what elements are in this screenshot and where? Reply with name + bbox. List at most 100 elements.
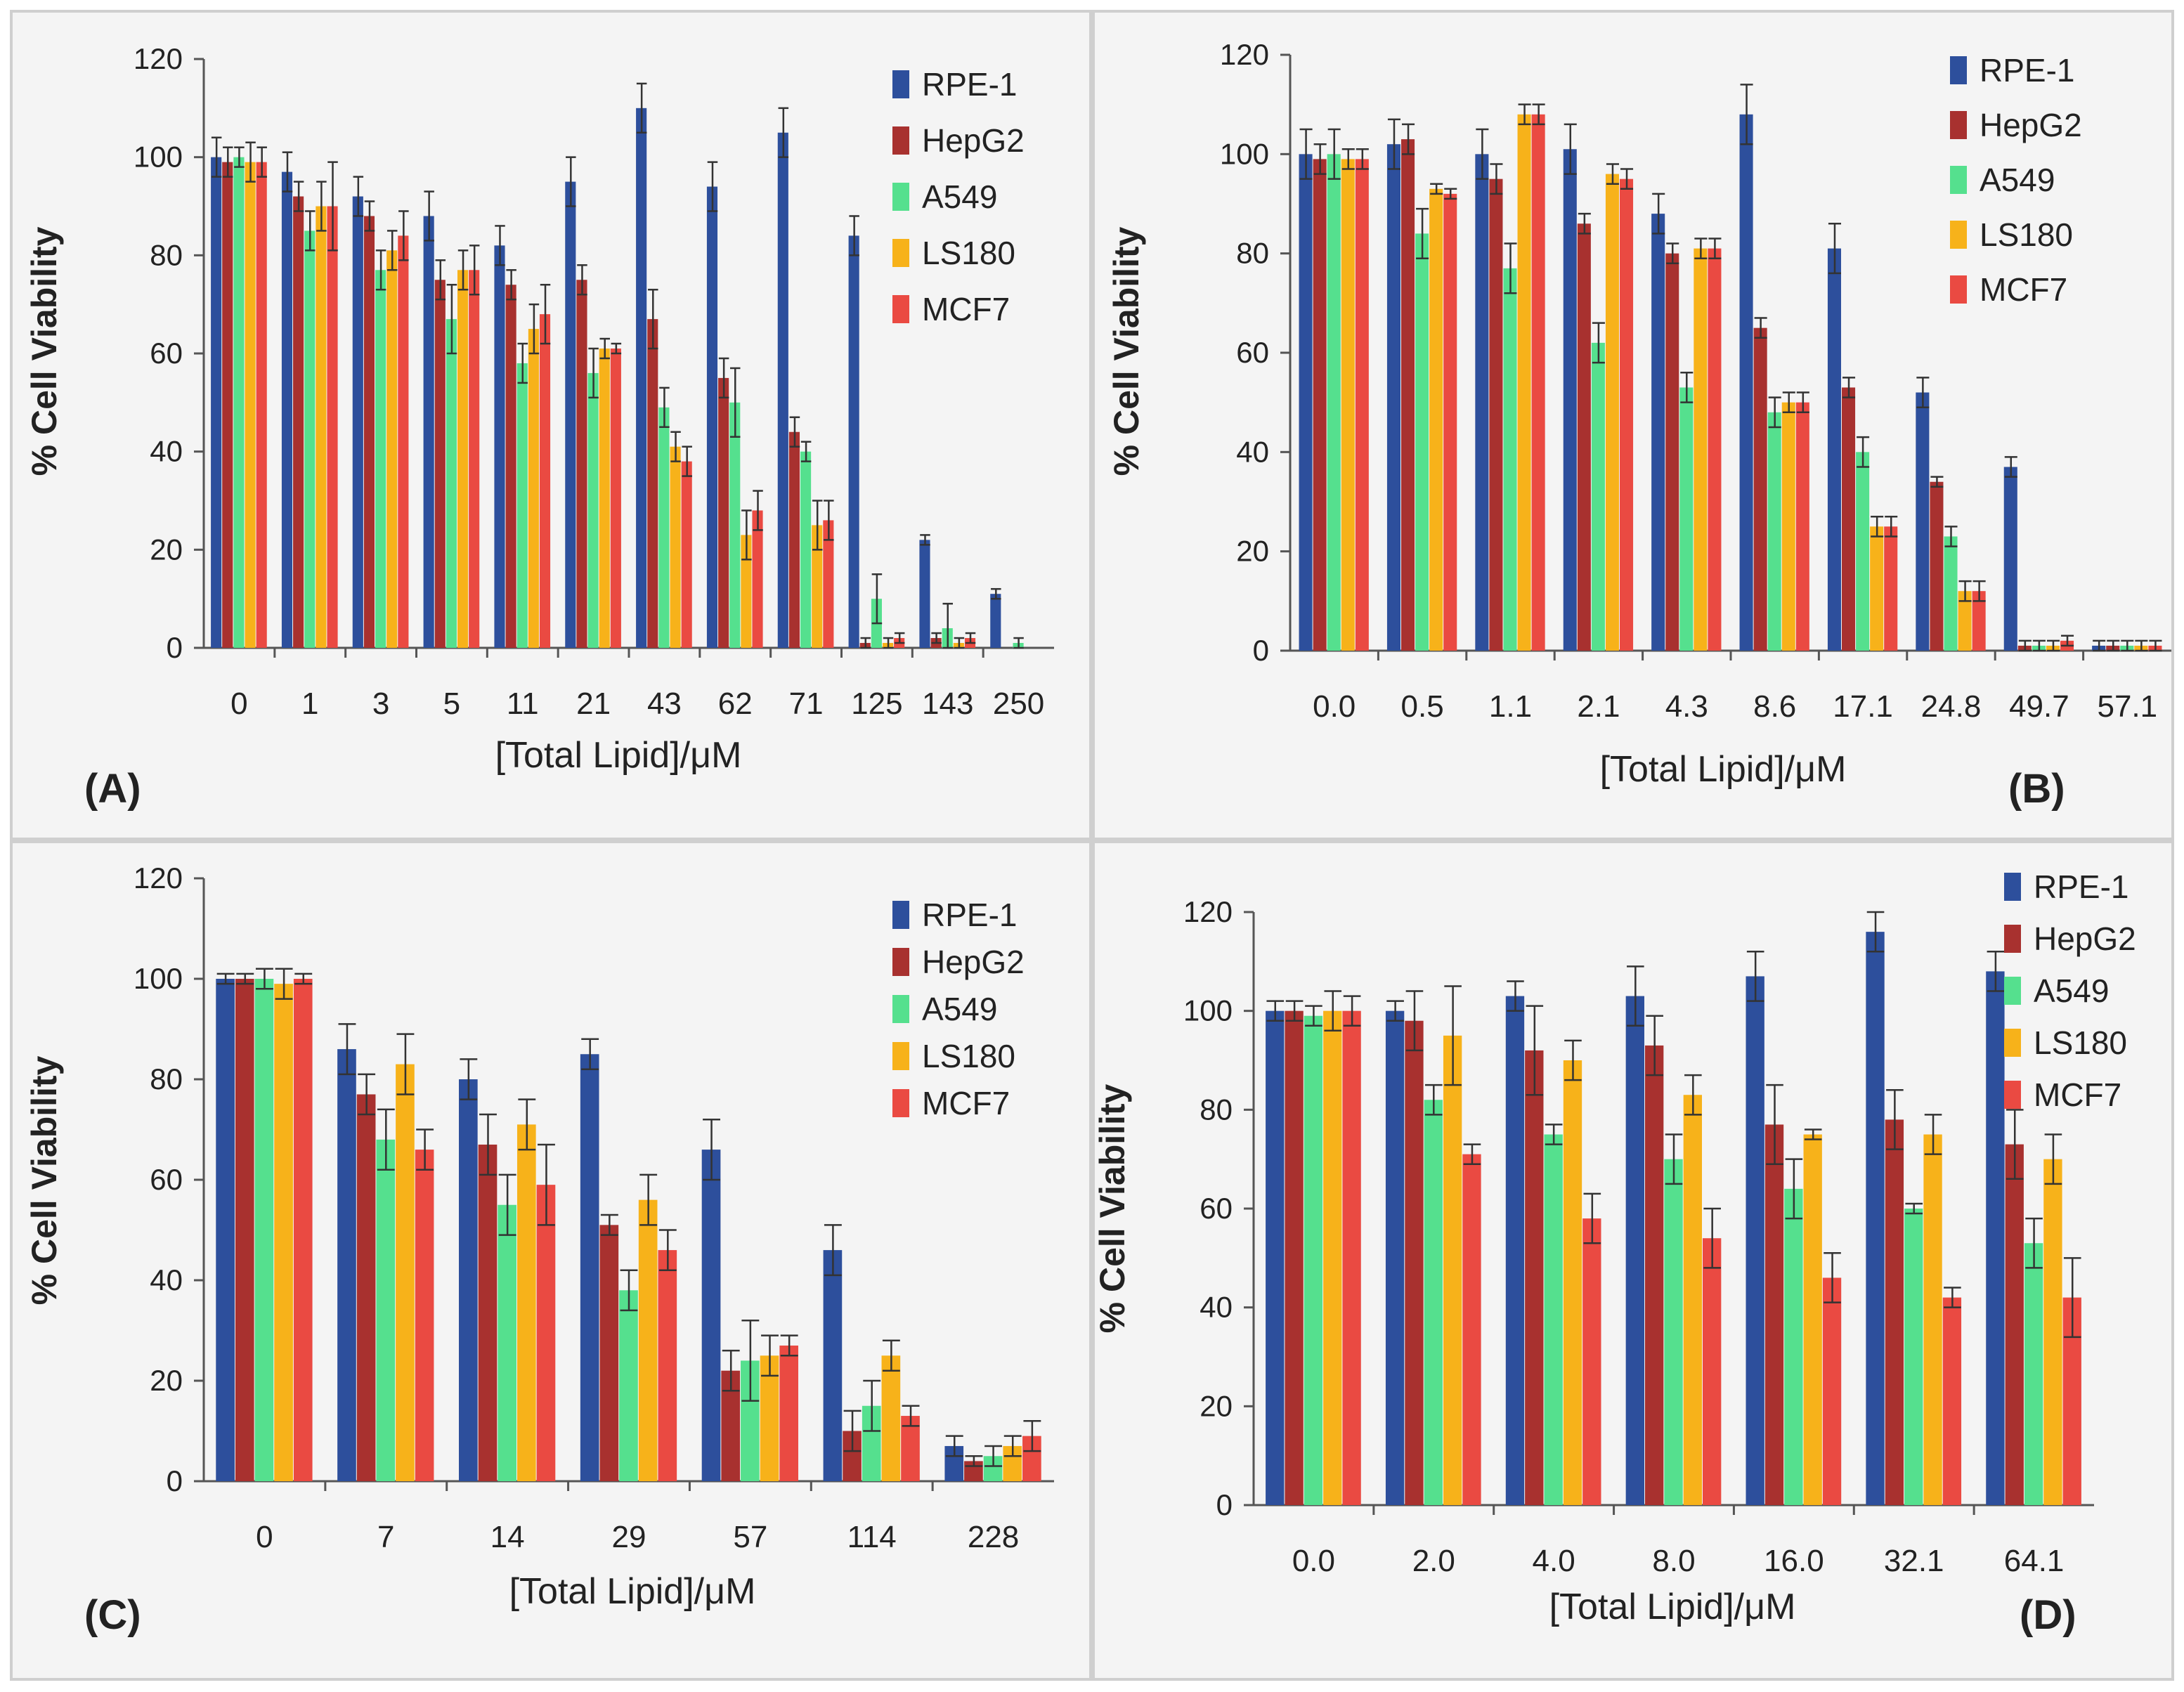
legend-swatch-mcf7	[1950, 275, 1967, 304]
bar-hepg2	[1285, 1010, 1304, 1505]
bar-ls180	[386, 250, 398, 649]
bar-ls180	[1443, 1035, 1462, 1505]
x-tick-label: 250	[993, 686, 1044, 721]
x-tick-label: 0.5	[1401, 689, 1444, 724]
bar-a549	[498, 1204, 516, 1481]
x-tick-label: 21	[576, 686, 611, 721]
x-tick-label: 62	[718, 686, 753, 721]
bar-rpe-1	[459, 1079, 478, 1481]
y-axis-label: % Cell Viability	[25, 1055, 64, 1305]
x-tick-label: 114	[847, 1520, 897, 1554]
legend-label-hepg2: HepG2	[922, 122, 1025, 159]
y-tick-label: 40	[1236, 435, 1269, 468]
chart-2: 0 20 40 60 80 100 120 0 7 14 29 57 114 228 % Cell Viab…	[25, 861, 1054, 1638]
bar-mcf7	[1708, 248, 1722, 651]
bar-hepg2	[222, 162, 233, 648]
bar-mcf7	[681, 461, 692, 648]
bar-ls180	[1781, 402, 1795, 651]
bar-mcf7	[1884, 526, 1898, 651]
bar-rpe-1	[1746, 976, 1764, 1505]
bar-rpe-1	[1916, 392, 1930, 651]
bar-rpe-1	[565, 181, 576, 648]
legend-label-ls180: LS180	[2034, 1024, 2127, 1061]
bar-a549	[254, 979, 274, 1481]
bar-rpe-1	[701, 1150, 721, 1481]
bar-rpe-1	[1386, 144, 1401, 651]
bar-rpe-1	[211, 157, 222, 648]
y-tick-label: 60	[150, 337, 183, 370]
legend-swatch-a549	[892, 183, 909, 211]
legend-label-ls180: LS180	[922, 235, 1015, 271]
y-axis-label: % Cell Viability	[1093, 1083, 1132, 1333]
legend-label-a549: A549	[1980, 162, 2055, 198]
bar-a549	[729, 402, 741, 648]
x-tick-label: 57.1	[2097, 689, 2157, 724]
bar-mcf7	[1795, 402, 1809, 651]
legend-label-mcf7: MCF7	[2034, 1076, 2121, 1113]
bar-rpe-1	[919, 540, 930, 648]
legend-swatch-a549	[2004, 977, 2021, 1005]
bar-mcf7	[1342, 1010, 1361, 1505]
bar-rpe-1	[1385, 1010, 1405, 1505]
bar-rpe-1	[1475, 154, 1489, 651]
x-axis-label: [Total Lipid]/μM	[1549, 1587, 1796, 1627]
legend-label-rpe-1: RPE-1	[1980, 52, 2074, 89]
bar-rpe-1	[494, 245, 505, 648]
bar-mcf7	[610, 349, 621, 648]
bar-hepg2	[1764, 1124, 1784, 1505]
bar-mcf7	[1972, 591, 1986, 651]
legend-swatch-mcf7	[892, 1089, 909, 1117]
legend-swatch-ls180	[1950, 221, 1967, 249]
bar-hepg2	[434, 280, 446, 648]
legend-label-hepg2: HepG2	[922, 944, 1025, 980]
bar-mcf7	[1355, 159, 1369, 651]
y-tick-label: 40	[150, 435, 183, 468]
bar-mcf7	[1942, 1297, 1962, 1505]
bar-a549	[376, 1139, 396, 1481]
bar-rpe-1	[1266, 1010, 1285, 1505]
bar-rpe-1	[1866, 932, 1885, 1505]
legend-swatch-mcf7	[892, 295, 909, 323]
bar-rpe-1	[636, 108, 647, 649]
legend-label-rpe-1: RPE-1	[922, 66, 1017, 103]
bar-ls180	[1517, 114, 1531, 651]
legend-swatch-hepg2	[2004, 925, 2021, 953]
bar-rpe-1	[423, 216, 434, 648]
bar-mcf7	[1822, 1277, 1842, 1505]
y-tick-label: 40	[1200, 1291, 1233, 1324]
bar-mcf7	[327, 206, 338, 648]
bar-a549	[1856, 452, 1870, 651]
bar-a549	[2024, 1243, 2043, 1505]
x-tick-label: 3	[372, 686, 389, 721]
panel-a	[10, 10, 1092, 840]
legend-swatch-hepg2	[1950, 111, 1967, 139]
y-tick-label: 100	[134, 141, 183, 174]
y-tick-label: 0	[1253, 634, 1269, 667]
legend-label-a549: A549	[922, 178, 997, 215]
x-tick-label: 49.7	[2009, 689, 2069, 724]
bar-a549	[800, 451, 812, 648]
x-tick-label: 125	[851, 686, 902, 721]
bar-a549	[1664, 1159, 1683, 1505]
bar-ls180	[316, 206, 327, 648]
bar-ls180	[274, 984, 293, 1481]
bar-rpe-1	[1827, 248, 1842, 651]
bar-ls180	[638, 1199, 658, 1481]
x-tick-label: 0	[230, 686, 247, 721]
bar-ls180	[1683, 1095, 1703, 1505]
bar-mcf7	[658, 1250, 677, 1481]
legend-swatch-hepg2	[892, 948, 909, 976]
bar-mcf7	[1531, 114, 1545, 651]
bar-mcf7	[752, 510, 763, 648]
x-tick-label: 2.0	[1412, 1544, 1455, 1578]
bar-a549	[587, 372, 599, 648]
bar-hepg2	[1885, 1119, 1904, 1505]
x-tick-label: 43	[647, 686, 682, 721]
bar-a549	[658, 407, 670, 648]
bar-hepg2	[1644, 1045, 1664, 1505]
y-tick-label: 100	[134, 962, 183, 995]
bar-a549	[233, 157, 245, 648]
bar-hepg2	[1313, 159, 1327, 651]
bar-a549	[1327, 154, 1341, 651]
bar-ls180	[670, 446, 681, 648]
